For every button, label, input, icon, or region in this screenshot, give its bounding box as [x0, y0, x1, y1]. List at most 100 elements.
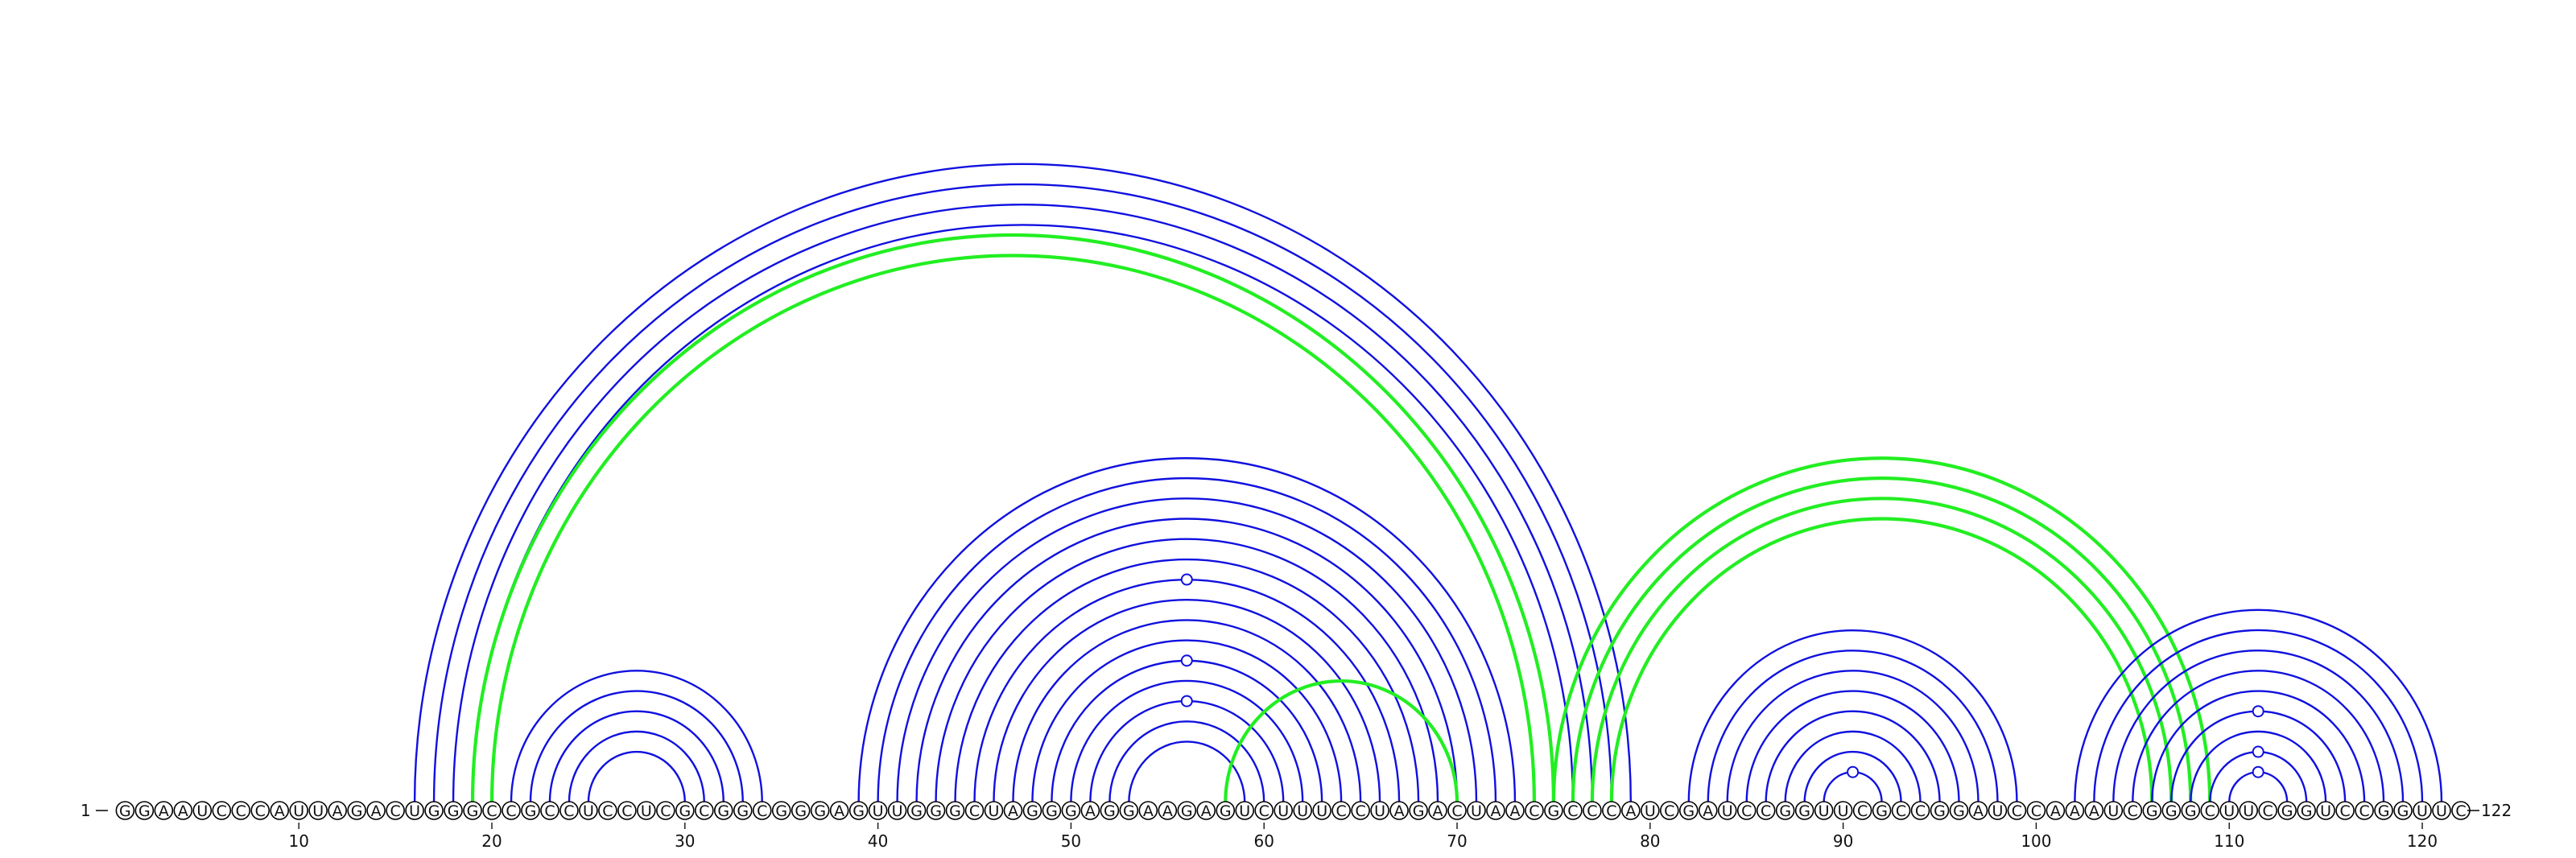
- nucleotide-letter: A: [178, 802, 188, 820]
- base-pair-arc: [510, 670, 763, 803]
- nucleotide: C: [1351, 801, 1370, 820]
- base-pair-arc: [1707, 649, 1999, 803]
- nucleotide: C: [1736, 801, 1757, 820]
- tick-label: 60: [1253, 831, 1274, 851]
- nucleotide: C: [2007, 801, 2027, 820]
- tick-label: 70: [1447, 831, 1467, 851]
- nucleotide: G: [1930, 801, 1950, 820]
- nucleotide-letter: G: [795, 802, 807, 820]
- nucleotide-circle: [984, 801, 1004, 820]
- nucleotide: U: [1370, 801, 1389, 820]
- nucleotide-circle: [848, 801, 869, 820]
- nucleotide-letter: U: [1374, 802, 1385, 820]
- nucleotide: U: [1235, 801, 1255, 820]
- nucleotide-circle: [1988, 801, 2008, 820]
- nucleotide: G: [1061, 801, 1081, 820]
- nucleotide-circle: [964, 801, 985, 820]
- nucleotide-letter: G: [1798, 802, 1810, 820]
- nucleotide-letter: A: [834, 802, 844, 820]
- nucleotide-circle: [540, 801, 559, 820]
- nucleotide-circle: [2084, 801, 2104, 820]
- base-pair-arc: [1803, 750, 1902, 803]
- nucleotide-letter: C: [1741, 802, 1752, 820]
- nucleotide-letter: C: [1761, 802, 1771, 820]
- nucleotide-circle: [386, 801, 405, 820]
- nucleotide-letter: A: [1490, 802, 1501, 820]
- nucleotide-letter: U: [1838, 802, 1849, 820]
- nucleotide-circle: [1389, 801, 1409, 820]
- nucleotide-letter: G: [1876, 802, 1888, 820]
- nucleotide: U: [1988, 801, 2008, 820]
- nucleotide: G: [115, 801, 135, 820]
- nucleotide-letter: U: [2320, 802, 2331, 820]
- nucleotide-circle: [1775, 801, 1795, 820]
- nucleotide: G: [347, 801, 366, 820]
- base-pair-arc: [954, 558, 1420, 803]
- nucleotide-circle: [1138, 801, 1158, 820]
- nucleotide-circle: [906, 801, 927, 820]
- nucleotide-letter: G: [119, 802, 131, 820]
- nucleotide: U: [1814, 801, 1834, 820]
- nucleotide-letter: G: [910, 802, 923, 820]
- nucleotide-letter: G: [2146, 802, 2158, 820]
- nucleotide-circle: [1235, 801, 1255, 820]
- nucleotide-letter: C: [1529, 802, 1539, 820]
- nucleotide: U: [637, 801, 656, 820]
- nucleotide: G: [2181, 801, 2201, 820]
- nucleotide: A: [1003, 801, 1023, 820]
- nucleotide-circle: [771, 801, 791, 820]
- nucleotide-letter: U: [989, 802, 1000, 820]
- nucleotide: G: [463, 801, 482, 820]
- nucleotide-circle: [2142, 801, 2162, 820]
- nucleotide-letter: U: [2243, 802, 2254, 820]
- pseudoknot-arc: [1571, 476, 2193, 803]
- nucleotide: U: [887, 801, 907, 820]
- nucleotide: G: [1949, 801, 1969, 820]
- nucleotide: C: [656, 801, 675, 820]
- nucleotide: C: [1756, 801, 1776, 820]
- nucleotide-letter: G: [1104, 802, 1116, 820]
- base-pair-arc: [2132, 670, 2385, 803]
- nucleotide-letter: G: [525, 802, 537, 820]
- nucleotide-circle: [2200, 801, 2220, 820]
- nucleotide: C: [250, 801, 270, 820]
- nucleotide-circle: [1910, 801, 1930, 820]
- nucleotide-circle: [1891, 801, 1911, 820]
- nucleotide: A: [1968, 801, 1988, 820]
- nucleotide: C: [1891, 801, 1911, 820]
- nucleotide-circle: [579, 801, 598, 820]
- nucleotide-circle: [366, 801, 386, 820]
- nucleotide-letter: A: [2089, 802, 2099, 820]
- nucleotide-letter: U: [583, 802, 594, 820]
- nucleotide-circle: [1852, 801, 1872, 820]
- nucleotide-letter: C: [390, 802, 400, 820]
- nucleotide-circle: [134, 801, 155, 820]
- nucleotide-letter: G: [2185, 802, 2197, 820]
- base-pair-arc: [993, 599, 1381, 803]
- nucleotide-letter: C: [544, 802, 555, 820]
- nucleotide: G: [1022, 801, 1042, 820]
- nucleotide-letter: C: [1567, 802, 1578, 820]
- nucleotide-letter: U: [409, 802, 420, 820]
- nucleotide: U: [2316, 801, 2335, 820]
- nucleotide-letter: G: [1181, 802, 1193, 820]
- nucleotide-letter: A: [1433, 802, 1443, 820]
- nucleotide: U: [2103, 801, 2124, 820]
- nucleotide-letter: C: [1664, 802, 1674, 820]
- nucleotide-letter: G: [679, 802, 691, 820]
- nucleotide-circle: [1660, 801, 1679, 820]
- nucleotide-letter: U: [312, 802, 324, 820]
- nucleotide-letter: G: [1065, 802, 1077, 820]
- nucleotide: A: [1158, 801, 1178, 820]
- nucleotide-circle: [1100, 801, 1120, 820]
- nucleotide-letter: A: [1509, 802, 1520, 820]
- nucleotide: A: [1080, 801, 1100, 820]
- base-pair-arc: [2112, 649, 2405, 803]
- nucleotide-letter: U: [1645, 802, 1656, 820]
- nucleotide-letter: A: [1625, 802, 1636, 820]
- nucleotide-circle: [2374, 801, 2393, 820]
- nucleotide-circle: [1254, 801, 1274, 820]
- nucleotide-circle: [463, 801, 482, 820]
- nucleotide: U: [1467, 801, 1486, 820]
- nucleotide-letter: G: [1413, 802, 1425, 820]
